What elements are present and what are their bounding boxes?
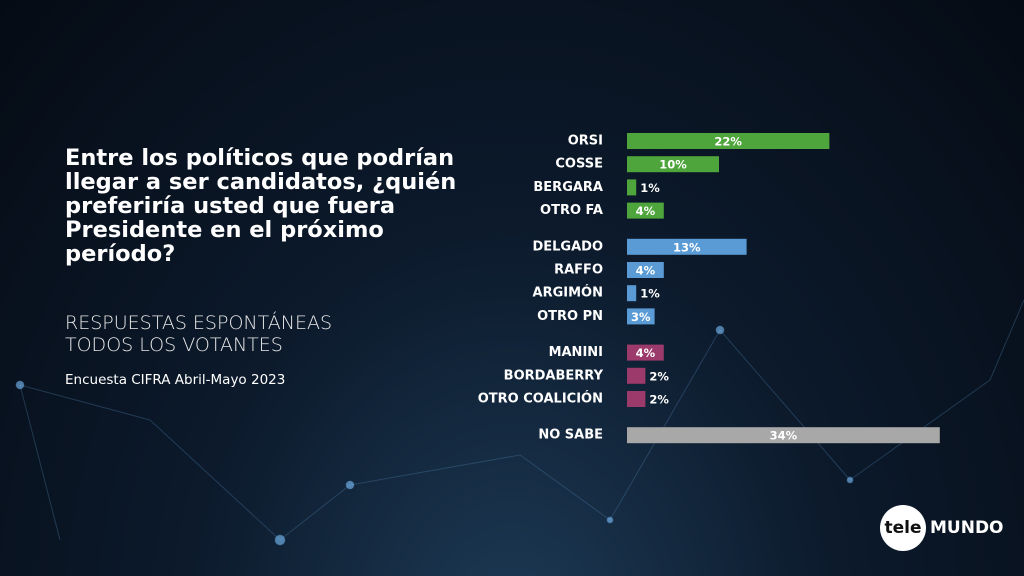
bar bbox=[627, 427, 940, 444]
bar bbox=[627, 285, 637, 302]
value-label: 4% bbox=[636, 346, 656, 360]
category-label: DELGADO bbox=[532, 239, 603, 254]
logo-tele: tele bbox=[880, 505, 926, 551]
bar bbox=[627, 156, 719, 173]
category-label: NO SABE bbox=[538, 428, 603, 443]
subtitle: TODOS LOS VOTANTES bbox=[65, 334, 283, 356]
category-label: MANINI bbox=[549, 345, 603, 360]
bar bbox=[627, 308, 655, 325]
value-label: 4% bbox=[636, 204, 656, 218]
title: Entre los políticos que podrían llegar a… bbox=[65, 145, 457, 267]
bar bbox=[627, 202, 664, 219]
value-label: 1% bbox=[640, 181, 660, 195]
bar bbox=[627, 344, 664, 361]
category-label: OTRO FA bbox=[540, 203, 603, 218]
value-label: 34% bbox=[770, 429, 798, 443]
category-label: BERGARA bbox=[533, 180, 603, 195]
category-label: OTRO PN bbox=[537, 309, 603, 324]
bar bbox=[627, 262, 664, 278]
bar bbox=[627, 179, 637, 196]
value-label: 4% bbox=[636, 264, 656, 278]
bar bbox=[627, 133, 830, 149]
value-label: 2% bbox=[649, 369, 669, 383]
value-label: 3% bbox=[631, 310, 651, 324]
value-label: 2% bbox=[649, 393, 669, 407]
value-label: 13% bbox=[673, 240, 701, 254]
value-label: 1% bbox=[640, 287, 660, 301]
bar bbox=[627, 391, 646, 407]
subtitle: RESPUESTAS ESPONTÁNEAS bbox=[65, 312, 333, 334]
value-label: 22% bbox=[714, 135, 742, 149]
category-label: ORSI bbox=[568, 134, 603, 149]
logo: tele MUNDO bbox=[880, 505, 1004, 551]
logo-mundo: MUNDO bbox=[930, 518, 1004, 538]
category-label: COSSE bbox=[555, 157, 603, 172]
category-label: OTRO COALICIÓN bbox=[478, 391, 603, 407]
category-label: RAFFO bbox=[554, 263, 603, 278]
bar bbox=[627, 367, 646, 384]
bar bbox=[627, 238, 747, 255]
value-label: 10% bbox=[659, 158, 687, 172]
source: Encuesta CIFRA Abril-Mayo 2023 bbox=[65, 372, 286, 388]
category-label: BORDABERRY bbox=[504, 368, 604, 383]
category-label: ARGIMÓN bbox=[533, 285, 603, 301]
